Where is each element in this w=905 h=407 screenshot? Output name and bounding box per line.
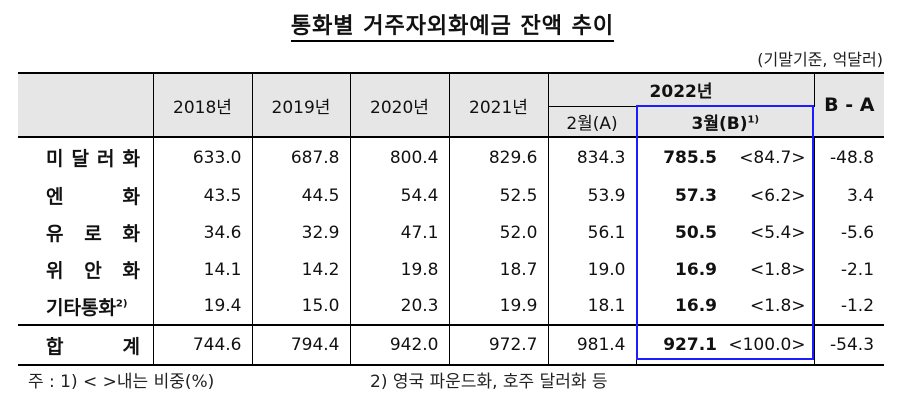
cell-mar: 785.5 — [636, 136, 723, 177]
cell-2020: 47.1 — [350, 214, 450, 251]
cell-2019: 14.2 — [252, 251, 351, 288]
table-title: 통화별 거주자외화예금 잔액 추이 — [0, 8, 905, 42]
cell-share: <5.4> — [723, 214, 815, 251]
cell-share: <100.0> — [723, 324, 815, 366]
cell-diff: -54.3 — [814, 324, 885, 366]
cell-2021: 52.5 — [449, 177, 549, 214]
cell-2018: 633.0 — [153, 136, 253, 177]
cell-diff: -48.8 — [814, 136, 885, 177]
cell-feb: 56.1 — [548, 214, 637, 251]
row-label: 기타통화2) — [18, 288, 154, 325]
cell-diff: -5.6 — [840, 222, 875, 243]
cell-2018: 14.1 — [153, 251, 253, 288]
cell-mar: 16.9 — [675, 259, 717, 280]
cell-2021: 972.7 — [449, 324, 549, 366]
cell-feb: 18.1 — [548, 288, 637, 325]
cell-mar: 50.5 — [675, 222, 717, 243]
cell-share: <6.2> — [723, 177, 815, 214]
cell-2021: 829.6 — [449, 136, 549, 177]
header-currency — [18, 72, 154, 137]
cell-2019: 15.0 — [252, 288, 351, 325]
cell-2021: 52.0 — [449, 214, 549, 251]
cell-mar: 16.9 — [675, 296, 717, 316]
cell-2019: 32.9 — [252, 214, 351, 251]
cell-2020: 20.3 — [350, 288, 450, 325]
unit-label: (기말기준, 억달러) — [757, 50, 883, 69]
table-title-text: 통화별 거주자외화예금 잔액 추이 — [290, 14, 615, 42]
header-2020: 2020년 — [350, 72, 450, 137]
cell-feb: 981.4 — [548, 324, 637, 366]
header-2022: 2022년 — [548, 72, 815, 106]
table-row-other: 기타통화2) 19.4 15.0 20.3 19.9 18.1 16.9 <1.… — [18, 288, 884, 325]
cell-share: <1.8> — [723, 288, 815, 325]
header-2018: 2018년 — [153, 72, 253, 137]
cell-feb: 53.9 — [548, 177, 637, 214]
cell-diff: -2.1 — [840, 259, 875, 280]
cell-2018: 744.6 — [153, 324, 253, 366]
deposit-table: 2018년 2019년 2020년 2021년 2022년 B - A 2월(A… — [18, 72, 885, 366]
cell-feb: 19.0 — [548, 251, 637, 288]
header-diff: B - A — [814, 72, 885, 137]
footnote-marker-2: 2) — [115, 298, 128, 310]
cell-2019: 687.8 — [252, 136, 351, 177]
header-feb: 2월(A) — [548, 105, 637, 137]
cell-diff: 3.4 — [846, 185, 875, 206]
cell-diff: -1.2 — [840, 296, 875, 316]
cell-2020: 800.4 — [350, 136, 450, 177]
cell-share: <84.7> — [723, 136, 815, 177]
cell-2018: 34.6 — [153, 214, 253, 251]
cell-2020: 942.0 — [350, 324, 450, 366]
header-2019: 2019년 — [252, 72, 351, 137]
header-2021: 2021년 — [449, 72, 549, 137]
cell-2020: 19.8 — [350, 251, 450, 288]
footnote-marker-1: 1) — [747, 114, 760, 126]
footnote-2: 2) 영국 파운드화, 호주 달러화 등 — [370, 372, 608, 392]
cell-2019: 44.5 — [252, 177, 351, 214]
cell-share: <1.8> — [723, 251, 815, 288]
cell-2018: 43.5 — [153, 177, 253, 214]
footnote-1: 주 : 1) < >내는 비중(%) — [28, 372, 215, 392]
cell-2021: 19.9 — [449, 288, 549, 325]
cell-2019: 794.4 — [252, 324, 351, 366]
header-mar: 3월(B)1) — [636, 105, 815, 137]
cell-mar: 57.3 — [675, 185, 717, 206]
cell-feb: 834.3 — [548, 136, 637, 177]
cell-2018: 19.4 — [153, 288, 253, 325]
cell-2020: 54.4 — [350, 177, 450, 214]
cell-mar: 927.1 — [636, 324, 723, 366]
header-mar-text: 3월(B) — [691, 113, 748, 134]
cell-2021: 18.7 — [449, 251, 549, 288]
